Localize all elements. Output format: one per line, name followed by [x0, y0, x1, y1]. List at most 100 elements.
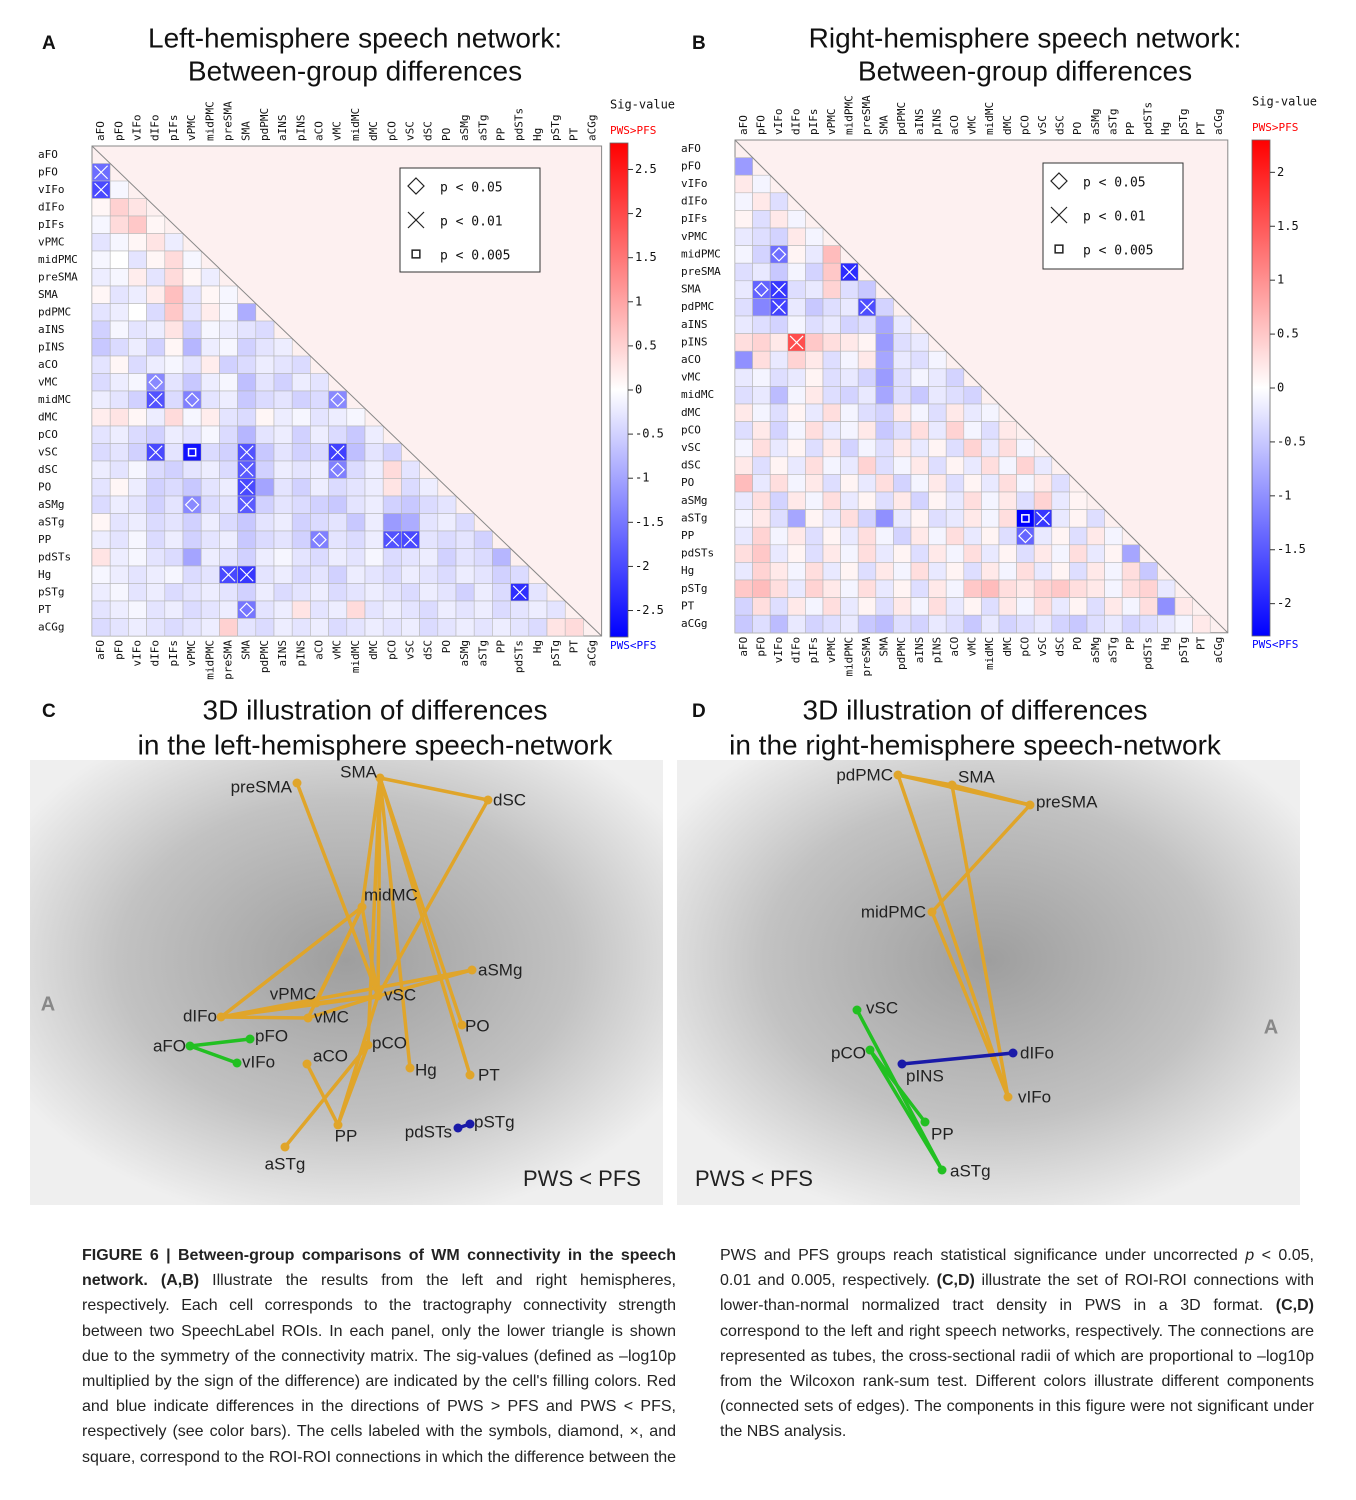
column-label-top: pdPMC — [895, 102, 908, 135]
matrix-cell — [734, 438, 753, 458]
column-label-bottom: pSTg — [549, 640, 562, 667]
row-label: vPMC — [38, 235, 65, 248]
column-label-top: aCGg — [1212, 109, 1225, 136]
matrix-cell — [787, 491, 806, 510]
matrix-cell — [419, 548, 439, 567]
matrix-cell — [91, 443, 111, 462]
matrix-cell — [419, 600, 439, 619]
matrix-cell — [998, 491, 1017, 510]
matrix-cell — [910, 474, 929, 493]
column-label-bottom: aCO — [313, 640, 326, 660]
matrix-cell — [787, 245, 806, 264]
matrix-cell — [328, 600, 348, 619]
matrix-cell — [893, 562, 912, 581]
legend-label: p < 0.05 — [440, 181, 503, 196]
column-label-top: pIFs — [807, 109, 820, 136]
matrix-cell — [840, 474, 859, 493]
matrix-cell — [769, 210, 789, 229]
matrix-cell — [1033, 544, 1053, 563]
row-label: dSC — [38, 463, 58, 476]
matrix-cell — [734, 509, 753, 528]
row-label: pIFs — [38, 218, 65, 231]
matrix-cell — [822, 614, 841, 634]
matrix-cell — [310, 408, 329, 427]
matrix-cell — [893, 456, 912, 475]
matrix-cell — [840, 421, 859, 440]
column-label-top: vIFo — [131, 115, 144, 142]
column-label-top: pdSTs — [513, 108, 526, 141]
column-label-bottom: aINS — [276, 640, 289, 667]
matrix-cell — [91, 390, 111, 409]
connection-tube — [295, 781, 380, 998]
matrix-cell — [346, 583, 366, 602]
column-label-bottom: pCO — [385, 640, 398, 660]
matrix-cell — [1069, 526, 1088, 546]
matrix-cell — [893, 614, 912, 634]
significance-marker — [1018, 528, 1033, 544]
matrix-cell — [109, 180, 129, 199]
x-symbol — [772, 282, 786, 297]
colorbar-top-label: PWS>PFS — [610, 124, 656, 137]
legend-symbol — [1050, 172, 1068, 190]
colorbar — [1251, 139, 1271, 637]
matrix-cell — [875, 562, 894, 581]
matrix-cell — [364, 478, 384, 497]
column-label-top: pFO — [754, 115, 767, 135]
matrix-cell — [752, 526, 771, 546]
matrix-cell — [769, 262, 789, 282]
matrix-cell — [255, 373, 275, 392]
column-label-top: dIFo — [790, 109, 803, 136]
matrix-cell — [328, 513, 348, 532]
matrix-cell — [1051, 474, 1070, 493]
matrix-cell — [273, 478, 293, 497]
matrix-cell — [893, 421, 912, 440]
matrix-cell — [109, 250, 129, 269]
column-label-bottom: pFO — [112, 640, 125, 660]
matrix-cell — [910, 386, 929, 405]
significance-marker — [184, 392, 200, 408]
matrix-cell — [291, 565, 311, 584]
matrix-cell — [857, 597, 877, 616]
matrix-cell — [310, 548, 329, 567]
column-label-bottom: pdSTs — [513, 640, 526, 673]
matrix-cell — [805, 491, 824, 510]
matrix-cell — [128, 355, 147, 374]
matrix-cell — [1016, 491, 1035, 510]
matrix-cell — [752, 210, 771, 229]
matrix-cell — [128, 425, 147, 444]
matrix-cell — [219, 425, 238, 444]
matrix-cell — [255, 320, 275, 339]
matrix-cell — [822, 474, 841, 493]
x-symbol — [385, 532, 400, 547]
legend-label: p < 0.005 — [1083, 244, 1153, 259]
matrix-cell — [734, 333, 753, 352]
matrix-cell — [734, 579, 753, 598]
matrix-cell — [928, 456, 947, 475]
roi-node — [292, 778, 302, 788]
column-label-bottom: vIFo — [772, 637, 785, 664]
row-label: pINS — [681, 335, 708, 348]
matrix-cell — [875, 403, 894, 422]
matrix-cell — [219, 513, 238, 532]
diamond-symbol — [754, 282, 769, 297]
matrix-cell — [109, 600, 129, 619]
matrix-cell — [734, 403, 753, 422]
column-label-bottom: dSC — [422, 640, 435, 660]
colorbar-tick-label: 0.5 — [1277, 327, 1299, 341]
matrix-cell — [857, 562, 877, 581]
matrix-cell — [109, 373, 129, 392]
matrix-cell — [752, 298, 771, 317]
matrix-cell — [91, 355, 111, 374]
square-symbol — [187, 447, 197, 457]
matrix-cell — [255, 548, 275, 567]
matrix-cell — [255, 443, 275, 462]
column-label-bottom: vSC — [404, 640, 417, 660]
column-label-bottom: aCGg — [586, 640, 599, 667]
matrix-cell — [822, 526, 841, 546]
matrix-cell — [928, 526, 947, 546]
colorbar-tick-label: 0 — [635, 383, 642, 397]
matrix-cell — [805, 368, 824, 387]
matrix-cell — [1192, 614, 1211, 634]
matrix-cell — [981, 544, 1000, 563]
row-label: aSMg — [681, 494, 708, 507]
